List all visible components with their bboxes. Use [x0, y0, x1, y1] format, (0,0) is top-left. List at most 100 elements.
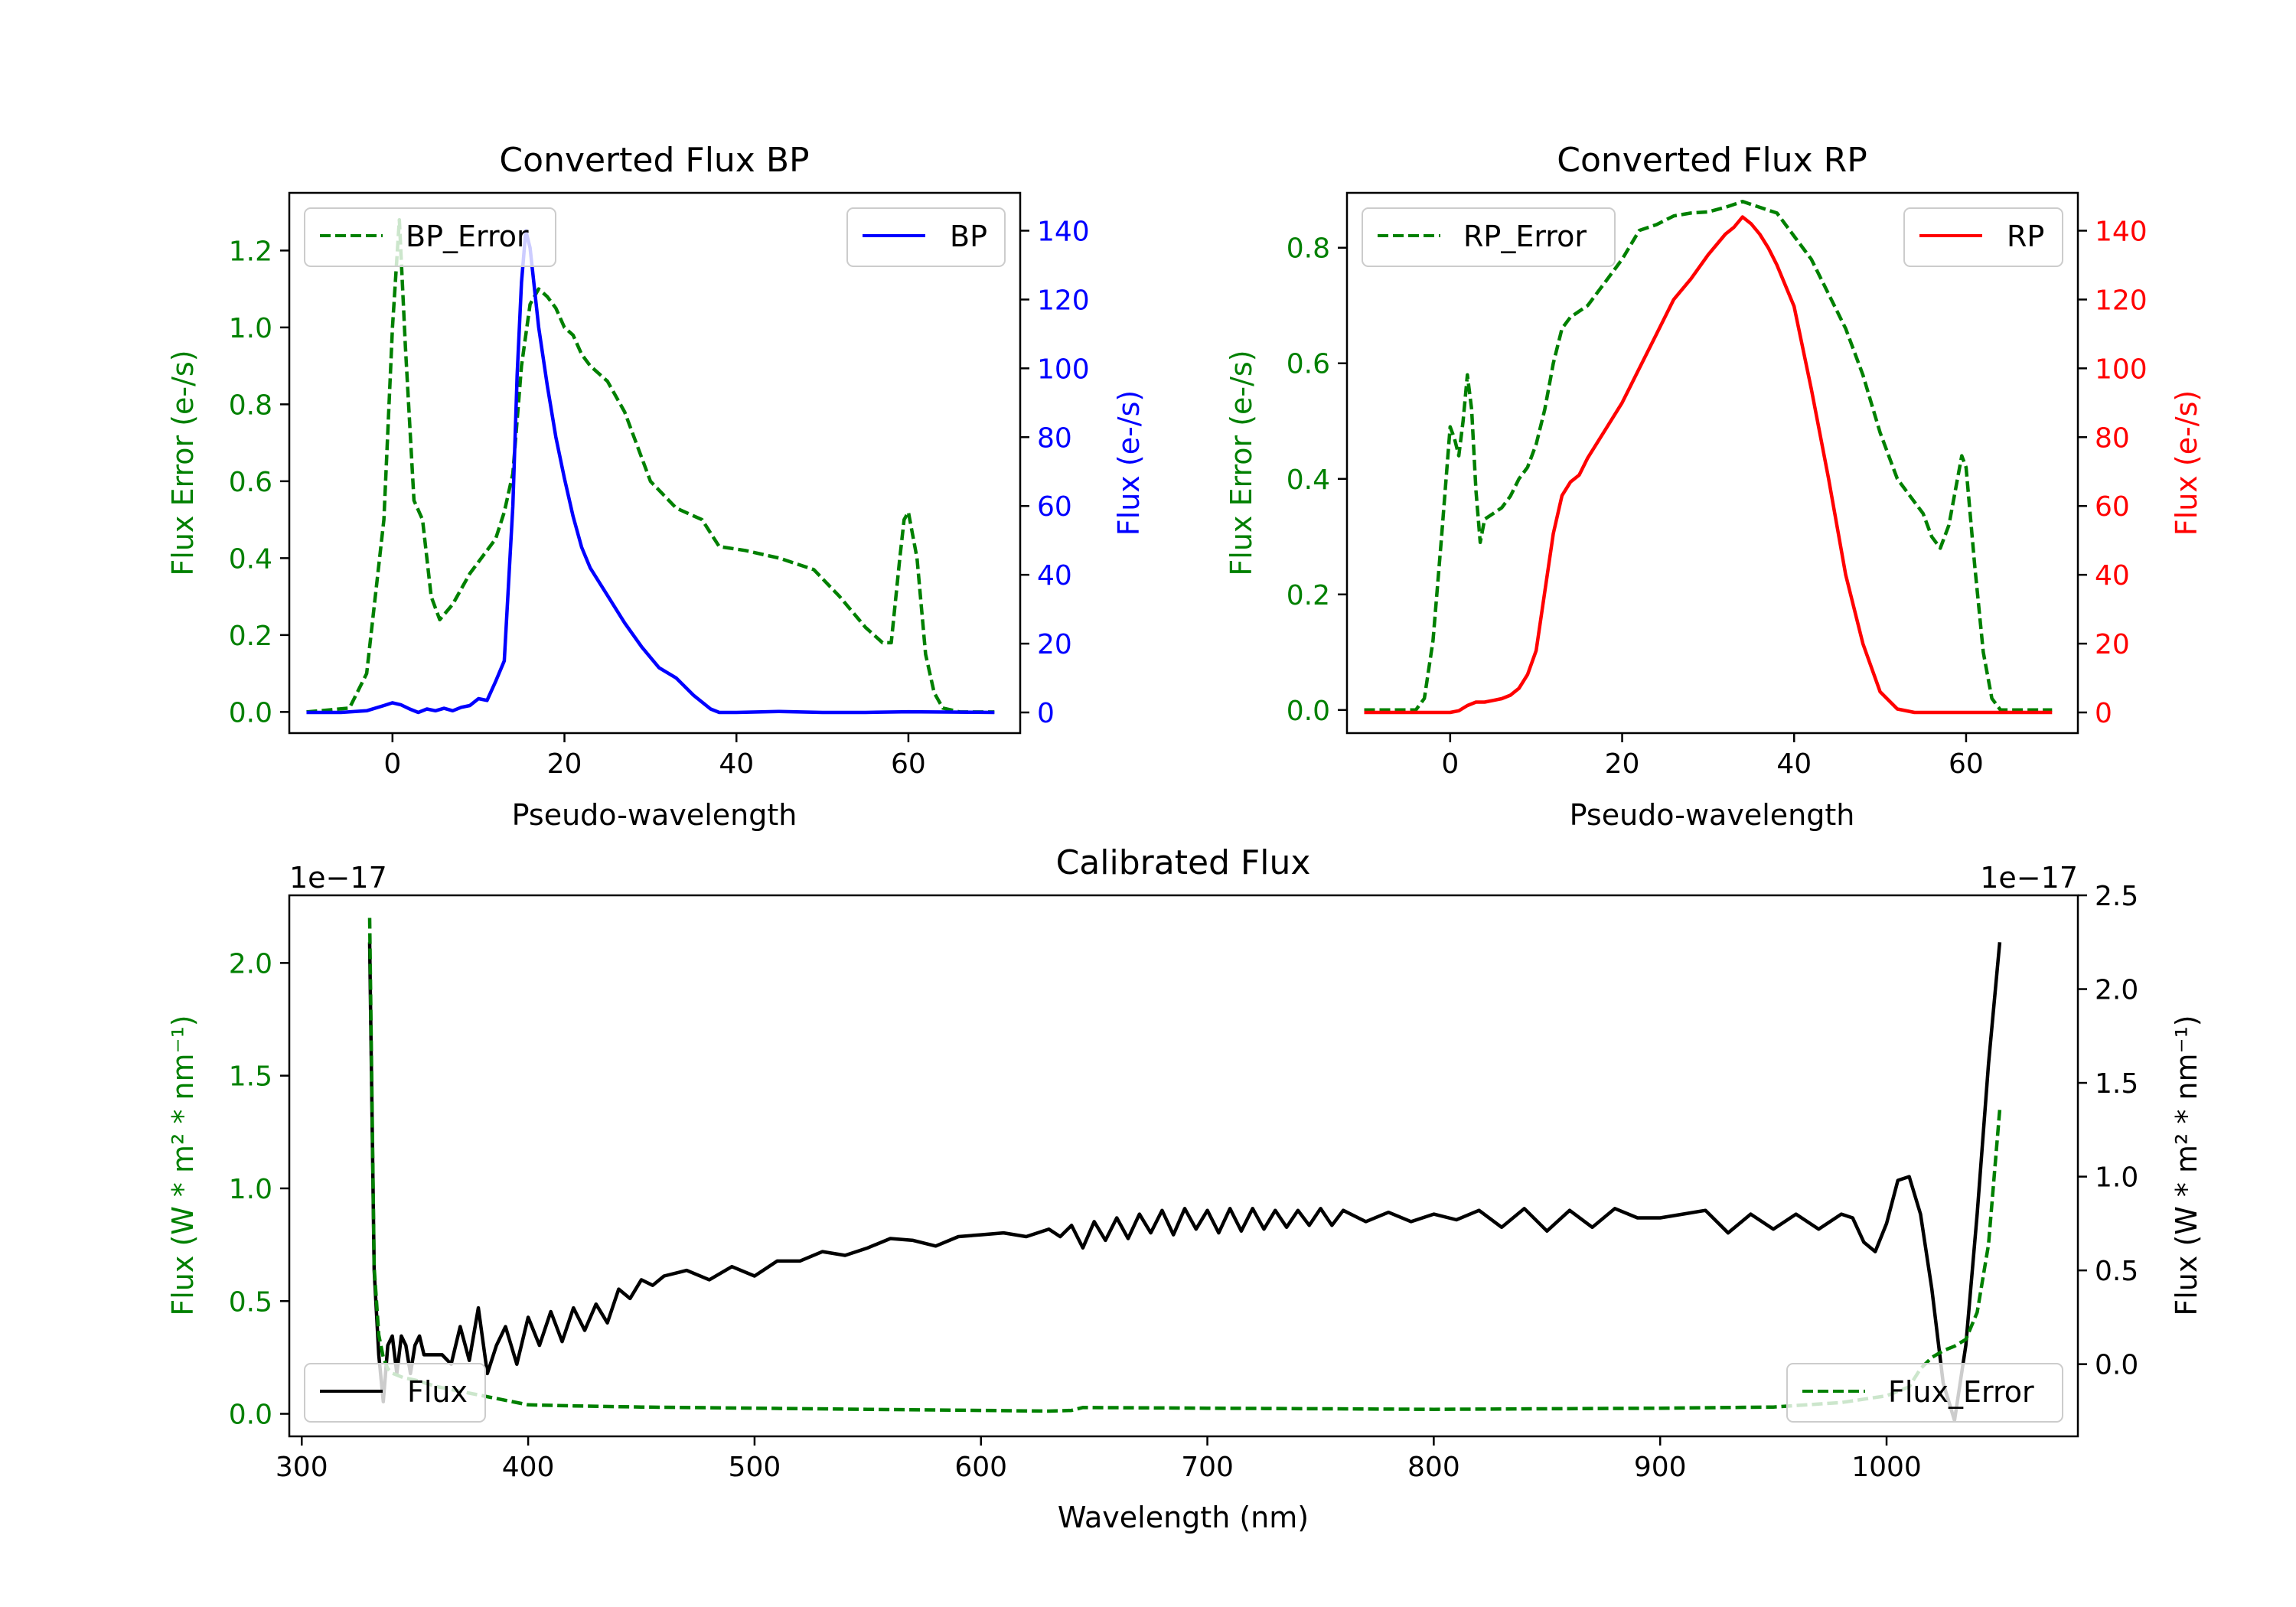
x-axis-label: Wavelength (nm): [1058, 1501, 1309, 1534]
y-left-tick-label: 0.0: [1287, 696, 1330, 727]
legend-label: BP: [950, 220, 987, 253]
legend-right: BP: [846, 207, 1006, 267]
x-tick-label: 300: [276, 1452, 328, 1483]
y-axis-right: 0 20 40 60 80 100 120 140: [1020, 216, 1090, 729]
y-right-tick-label: 120: [1037, 285, 1090, 316]
x-tick-label: 800: [1407, 1452, 1460, 1483]
y-right-tick-label: 0: [1037, 698, 1055, 729]
y-right-tick-label: 140: [2095, 216, 2148, 247]
y-right-tick-label: 2.0: [2095, 975, 2138, 1006]
legend-box: [1903, 207, 2063, 267]
y-axis-right: 0.0 0.5 1.0 1.5 2.0 2.5: [2078, 881, 2138, 1381]
offset-label-right: 1e−17: [1980, 861, 2078, 895]
y-left-tick-label: 1.0: [229, 1174, 272, 1205]
legend-label: Flux_Error: [1888, 1375, 2034, 1409]
x-tick-label: 1000: [1851, 1452, 1922, 1483]
x-axis-label: Pseudo-wavelength: [512, 798, 797, 832]
y-right-tick-label: 60: [2095, 491, 2130, 523]
x-tick-label: 20: [547, 748, 582, 780]
chart-title: Calibrated Flux: [1056, 843, 1311, 882]
x-axis: 300 400 500 600 700 800 900 1000: [276, 1436, 1922, 1483]
y-right-tick-label: 80: [2095, 422, 2130, 454]
y-left-tick-label: 0.8: [229, 390, 272, 421]
series-layer: [1364, 200, 2053, 715]
x-axis: 0 20 40 60: [1441, 733, 1984, 780]
x-axis-label: Pseudo-wavelength: [1570, 798, 1855, 832]
y-left-tick-label: 0.5: [229, 1286, 272, 1318]
series-layer: [367, 918, 2002, 1423]
plot-frame: [288, 894, 2079, 1438]
y-left-tick-label: 0.6: [229, 467, 272, 498]
plot-frame: [1345, 191, 2079, 735]
offset-label-left: 1e−17: [289, 861, 387, 895]
x-tick-label: 400: [502, 1452, 555, 1483]
y-left-tick-label: 0.4: [1287, 464, 1330, 496]
y-left-tick-label: 0.0: [229, 1400, 272, 1431]
legend-right: Flux_Error: [1786, 1363, 2063, 1423]
y-axis-right: 0 20 40 60 80 100 120 140: [2078, 216, 2148, 729]
y-axis-left-label: Flux Error (e-/s): [1225, 350, 1258, 575]
x-tick-label: 20: [1605, 748, 1640, 780]
y-left-tick-label: 0.2: [1287, 580, 1330, 611]
x-tick-label: 40: [1776, 748, 1812, 780]
y-axis-left-label: Flux (W * m² * nm⁻¹): [166, 1015, 200, 1315]
plot-frame: [288, 191, 1022, 735]
chart-panel-calibrated: Calibrated Flux 1e−17 1e−17 300 400 500 600…: [166, 843, 2203, 1534]
y-left-tick-label: 0.6: [1287, 349, 1330, 380]
series-line-bp-error: [306, 217, 995, 714]
legend-right: RP: [1903, 207, 2063, 267]
y-left-tick-label: 0.4: [229, 543, 272, 575]
y-right-tick-label: 60: [1037, 491, 1072, 523]
y-axis-left: 0.0 0.2 0.4 0.6 0.8: [1287, 233, 1347, 727]
chart-title: Converted Flux BP: [499, 141, 809, 180]
chart-title: Converted Flux RP: [1557, 141, 1867, 180]
y-axis-left: 0.0 0.2 0.4 0.6 0.8 1.0 1.2: [229, 236, 289, 729]
series-layer: [306, 217, 995, 715]
legend-label: Flux: [407, 1375, 468, 1409]
series-line-rp: [1364, 215, 2053, 715]
y-axis-right-label: Flux (e-/s): [2170, 390, 2203, 536]
x-tick-label: 60: [1949, 748, 1984, 780]
x-tick-label: 60: [891, 748, 926, 780]
y-right-tick-label: 20: [2095, 629, 2130, 660]
y-right-tick-label: 80: [1037, 422, 1072, 454]
x-axis: 0 20 40 60: [383, 733, 926, 780]
chart-panel-rp: Converted Flux RP 0 20 40 60 0.00.20.40.60.…: [1225, 141, 2203, 832]
series-line-rp-error: [1364, 200, 2053, 712]
x-tick-label: 900: [1634, 1452, 1687, 1483]
y-axis-right-label: Flux (W * m² * nm⁻¹): [2170, 1015, 2203, 1315]
y-right-tick-label: 40: [1037, 560, 1072, 592]
x-tick-label: 0: [383, 748, 401, 780]
x-tick-label: 0: [1441, 748, 1459, 780]
chart-panel-bp: Converted Flux BP 0 20 40 60 0.00.20.40.60.…: [166, 141, 1146, 832]
y-right-tick-label: 20: [1037, 629, 1072, 660]
legend-left: BP_Error: [304, 207, 556, 267]
x-tick-label: 600: [954, 1452, 1007, 1483]
y-right-tick-label: 0.5: [2095, 1256, 2138, 1287]
legend-box: [304, 1363, 486, 1423]
y-right-tick-label: 100: [2095, 354, 2148, 385]
y-left-tick-label: 0.2: [229, 621, 272, 652]
series-line-flux-error: [367, 918, 2002, 1413]
y-left-tick-label: 0.0: [229, 697, 272, 729]
legend-box: [1362, 207, 1616, 267]
y-right-tick-label: 1.5: [2095, 1068, 2138, 1100]
y-left-tick-label: 1.2: [229, 236, 272, 267]
legend-box: [846, 207, 1006, 267]
series-line-flux: [367, 942, 2002, 1423]
y-right-tick-label: 0.0: [2095, 1350, 2138, 1381]
legend-box: [1786, 1363, 2063, 1423]
legend-left: Flux: [304, 1363, 486, 1423]
y-left-tick-label: 1.0: [229, 313, 272, 344]
x-tick-label: 700: [1181, 1452, 1234, 1483]
y-right-tick-label: 0: [2095, 698, 2112, 729]
y-right-tick-label: 2.5: [2095, 881, 2138, 912]
y-right-tick-label: 1.0: [2095, 1162, 2138, 1194]
y-right-tick-label: 40: [2095, 560, 2130, 592]
y-axis-right-label: Flux (e-/s): [1112, 390, 1146, 536]
x-tick-label: 500: [729, 1452, 781, 1483]
legend-label: RP: [2007, 220, 2044, 253]
y-axis-left: 0.0 0.5 1.0 1.5 2.0: [229, 948, 289, 1431]
legend-label: RP_Error: [1463, 220, 1587, 253]
